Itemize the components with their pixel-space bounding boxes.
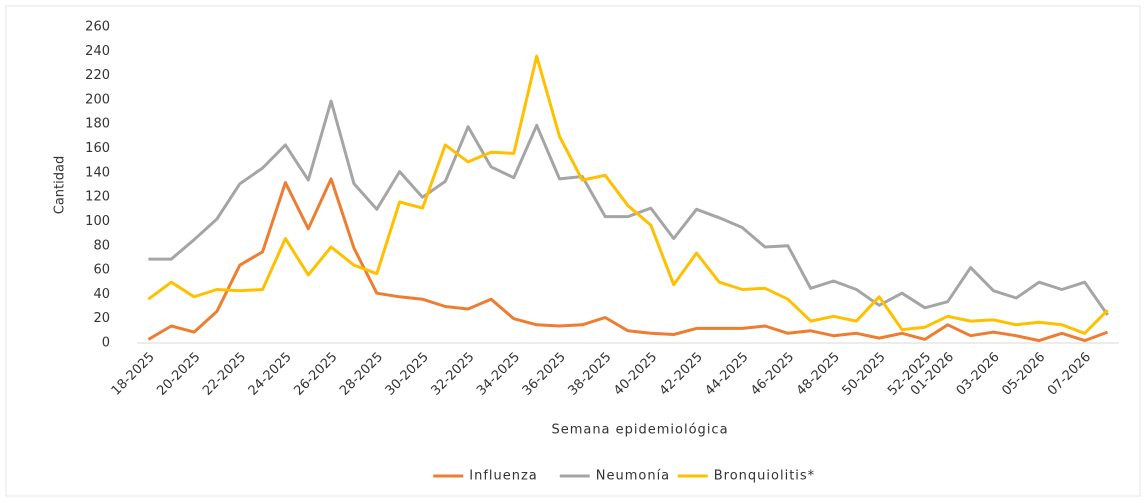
series-line [147,54,1109,335]
x-tick-label: 36-2025 [520,350,569,399]
y-tick-label: 220 [85,68,110,83]
x-tick-label: 34-2025 [474,350,523,399]
x-tick-label: 24-2025 [246,350,295,399]
y-tick-label: 80 [93,238,110,253]
y-tick-label: 40 [93,287,110,302]
x-tick-label: 42-2025 [657,350,706,399]
x-axis-title: Semana epidemiológica [551,423,728,438]
legend-label: Neumonía [596,469,670,484]
x-tick-label: 48-2025 [794,350,843,399]
y-tick-label: 20 [93,311,110,326]
series-line [147,177,1109,343]
x-tick-label: 44-2025 [702,350,751,399]
x-tick-label: 07-2026 [1045,350,1094,399]
y-tick-label: 260 [85,20,110,35]
y-tick-label: 180 [85,117,110,132]
y-tick-label: 0 [102,336,110,351]
x-tick-label: 40-2025 [611,350,660,399]
y-tick-label: 140 [85,165,110,180]
x-tick-label: 26-2025 [291,350,340,399]
y-axis-title: Cantidad [53,156,68,214]
x-tick-label: 28-2025 [337,350,386,399]
legend-label: Influenza [469,469,538,484]
series-line [148,99,1109,316]
x-tick-label: 22-2025 [200,350,249,399]
chart-border [5,5,1141,497]
x-tick-label: 05-2026 [999,350,1048,399]
legend-label: Bronquiolitis* [714,469,815,484]
x-tick-label: 03-2026 [954,350,1003,399]
x-tick-label: 50-2025 [839,350,888,399]
x-tick-label: 30-2025 [383,350,432,399]
x-tick-label: 20-2025 [154,350,203,399]
y-tick-label: 160 [85,141,110,156]
x-tick-label: 18-2025 [109,350,158,399]
x-tick-label: 32-2025 [428,350,477,399]
y-tick-label: 60 [93,263,110,278]
y-tick-label: 120 [85,190,110,205]
y-tick-label: 240 [85,44,110,59]
y-tick-label: 200 [85,92,110,107]
y-tick-label: 100 [85,214,110,229]
x-tick-label: 38-2025 [565,350,614,399]
x-tick-label: 46-2025 [748,350,797,399]
